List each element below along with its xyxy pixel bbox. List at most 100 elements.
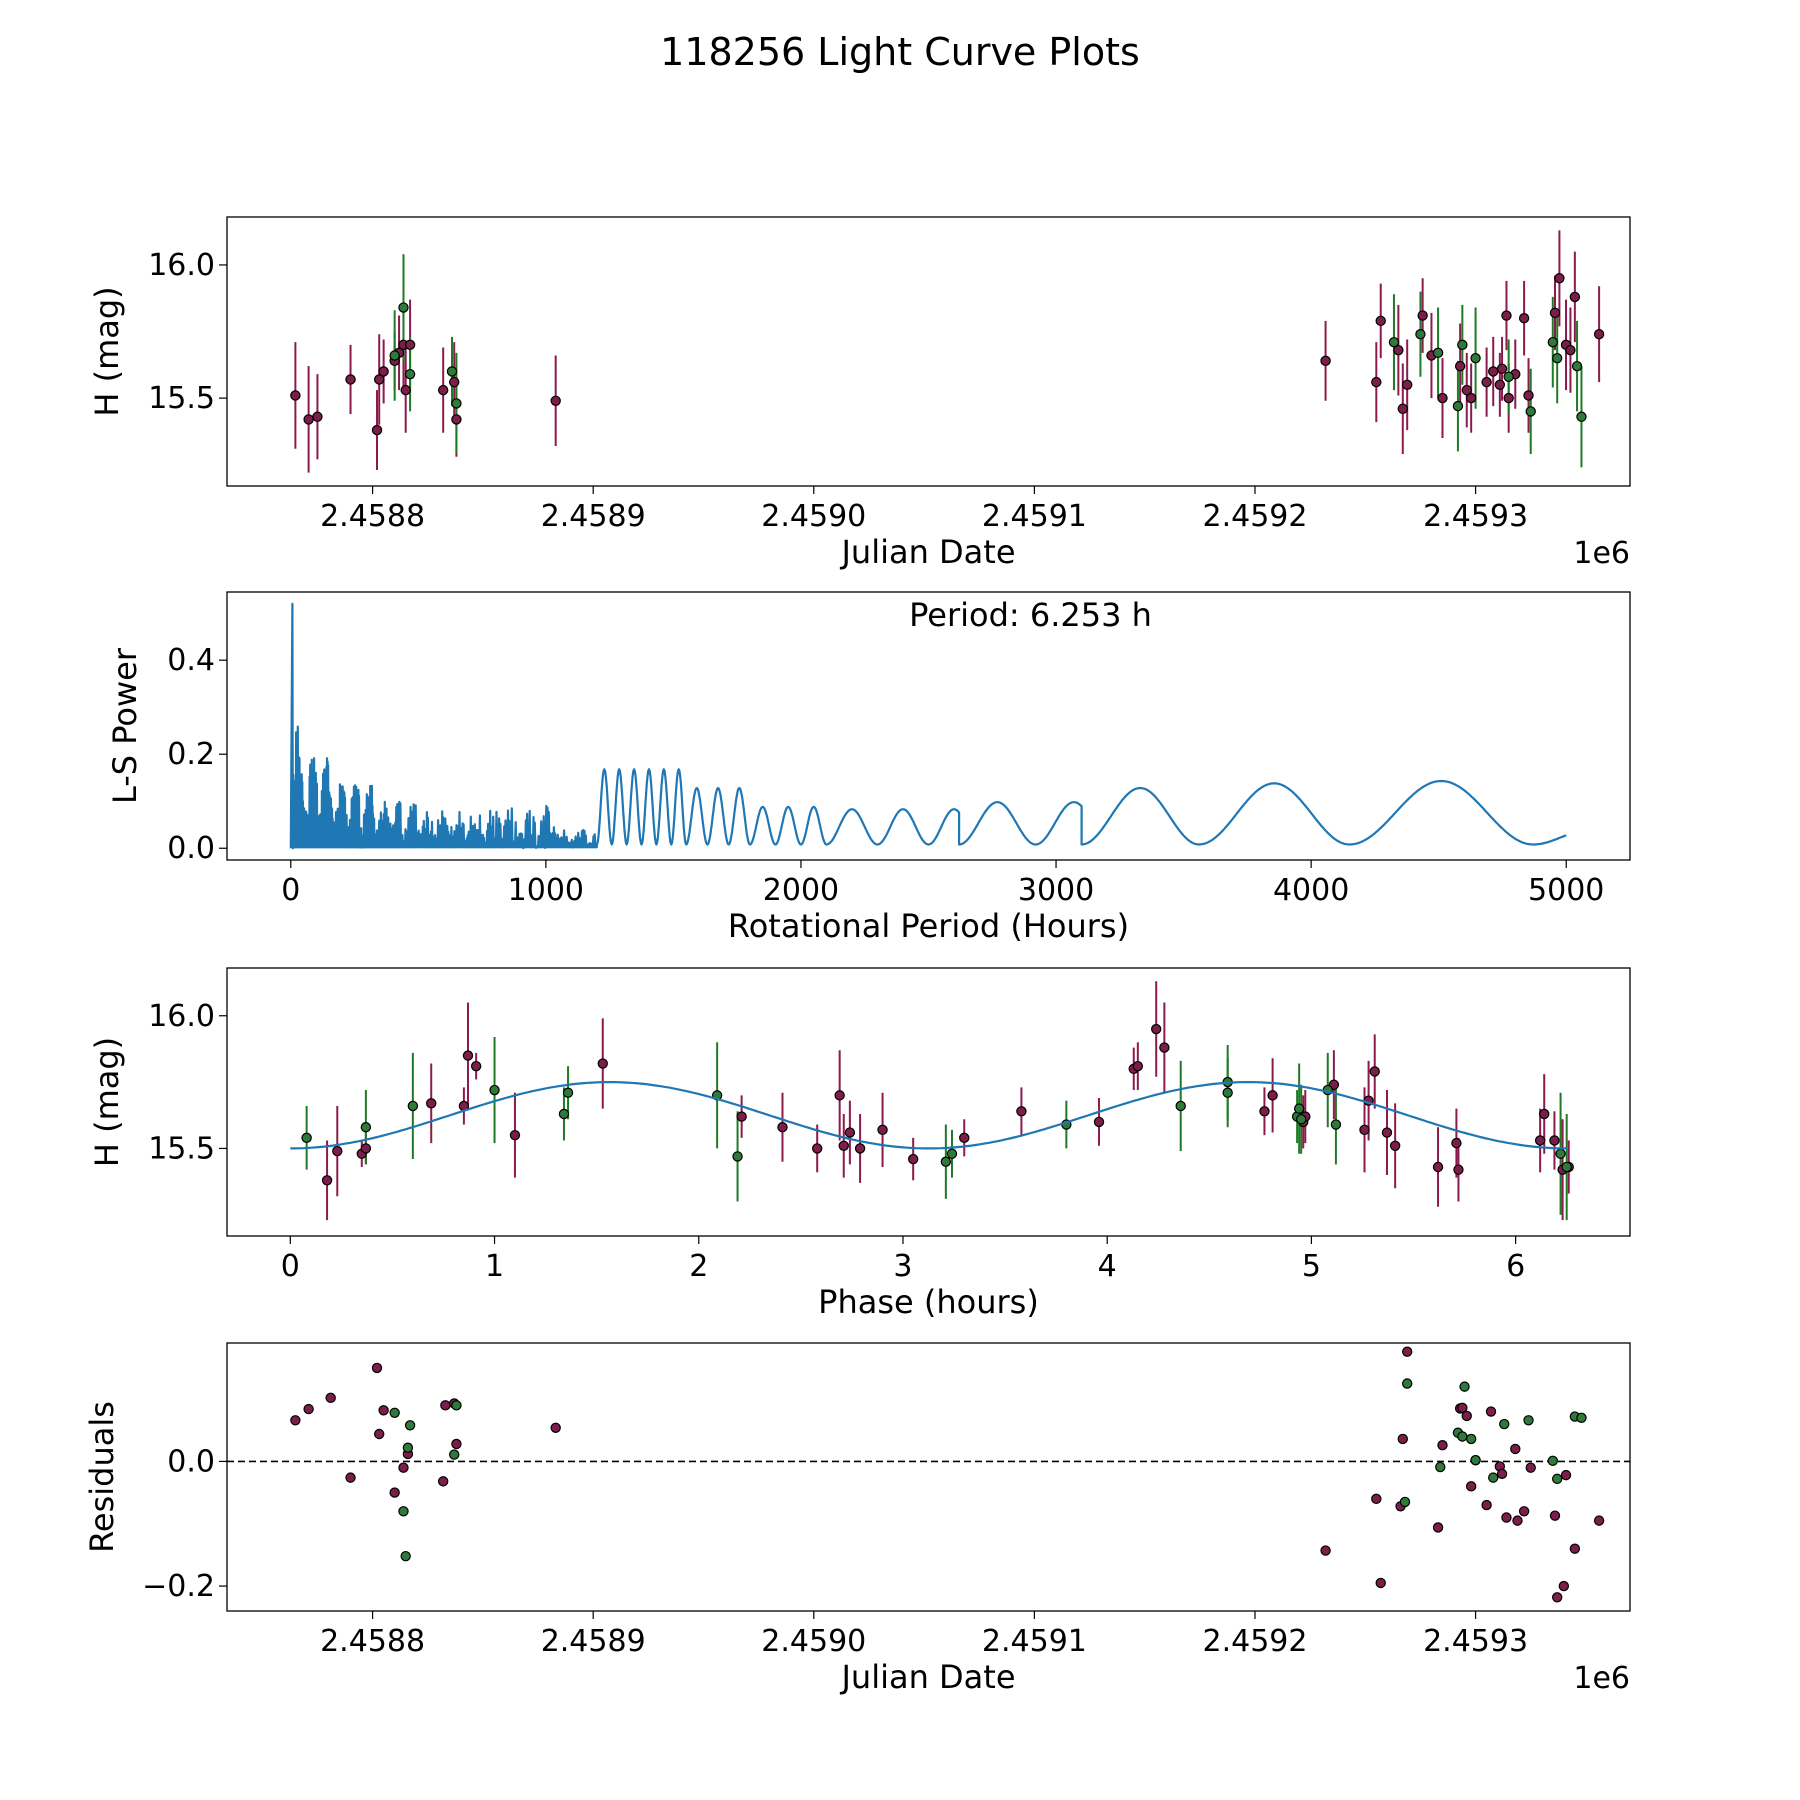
x-tick-label: 1	[485, 1249, 504, 1284]
x-tick-label: 2.4593	[1423, 1624, 1528, 1659]
red-data-point	[1494, 379, 1506, 390]
x-tick-label: 3000	[1018, 873, 1094, 908]
x-tick-label: 2.4592	[1202, 1624, 1307, 1659]
y-tick-label: 15.5	[148, 1131, 215, 1166]
green-data-point	[446, 366, 458, 377]
red-data-point	[1465, 392, 1477, 404]
red-data-point	[834, 1090, 845, 1101]
green-data-point	[1547, 336, 1558, 348]
red-data-point	[1554, 273, 1565, 284]
red-data-point	[426, 1098, 437, 1109]
x-tick-label: 5000	[1528, 873, 1604, 908]
green-data-point	[404, 368, 416, 380]
red-data-point	[1401, 1346, 1413, 1357]
green-data-point	[402, 1442, 414, 1453]
green-data-point	[1555, 1148, 1566, 1159]
red-data-point	[1159, 1042, 1170, 1053]
red-data-point	[374, 1428, 385, 1440]
y-axis-label: L-S Power	[106, 647, 144, 804]
red-data-point	[371, 424, 383, 436]
x-axis-label: Julian Date	[839, 1658, 1015, 1696]
red-data-point	[1359, 1124, 1370, 1136]
red-data-point	[1451, 1137, 1462, 1149]
plot-frame	[226, 591, 1631, 861]
red-data-point	[451, 1438, 462, 1450]
red-data-point	[1437, 1440, 1448, 1451]
periodogram-line	[289, 602, 1568, 850]
green-data-point	[946, 1148, 958, 1159]
red-data-point	[437, 384, 449, 396]
green-data-point	[404, 1420, 416, 1431]
green-data-point	[1571, 360, 1583, 372]
fit-curve	[290, 1081, 1568, 1150]
green-data-point	[398, 1506, 409, 1517]
red-data-point	[1461, 1410, 1472, 1422]
x-tick-label: 2.4593	[1423, 499, 1528, 534]
red-data-point	[1375, 315, 1386, 327]
green-data-point	[400, 1550, 411, 1562]
red-data-point	[371, 1362, 383, 1374]
red-data-point	[303, 414, 314, 425]
red-data-point	[345, 1472, 356, 1483]
red-data-point	[1560, 1469, 1572, 1481]
red-data-point	[1593, 328, 1605, 340]
green-data-point	[1525, 406, 1536, 417]
green-data-point	[1452, 400, 1464, 412]
green-data-point	[451, 398, 462, 409]
x-offset-label: 1e6	[1573, 1661, 1630, 1696]
green-data-point	[1401, 1378, 1413, 1389]
red-data-point	[1132, 1060, 1144, 1072]
y-axis-label: Residuals	[83, 1401, 121, 1553]
green-data-point	[489, 1084, 500, 1096]
red-data-point	[877, 1124, 888, 1136]
x-tick-label: 2.4591	[982, 499, 1087, 534]
red-data-point	[449, 376, 460, 388]
red-data-point	[550, 395, 561, 406]
green-data-point	[1415, 328, 1426, 340]
green-data-point	[1222, 1087, 1233, 1098]
red-data-point	[1552, 1592, 1563, 1603]
red-data-point	[811, 1143, 823, 1154]
red-data-point	[332, 1145, 343, 1157]
green-data-point	[1576, 1412, 1587, 1423]
green-data-point	[1470, 352, 1481, 364]
red-data-point	[1549, 1135, 1560, 1146]
red-data-point	[1481, 1499, 1492, 1511]
x-tick-label: 0	[281, 1249, 300, 1284]
red-data-point	[1397, 1433, 1408, 1445]
red-data-point	[1267, 1090, 1278, 1101]
red-data-point	[1569, 1543, 1581, 1554]
red-data-point	[1496, 363, 1508, 375]
green-data-point	[407, 1100, 419, 1112]
green-data-point	[1432, 347, 1444, 359]
y-axis-label: H (mag)	[88, 286, 126, 416]
red-data-point	[1569, 291, 1581, 303]
red-data-point	[374, 374, 385, 385]
x-tick-label: 2.4591	[982, 1624, 1087, 1659]
green-data-point	[1457, 339, 1468, 351]
green-data-point	[1561, 1161, 1572, 1173]
x-axis-label: Phase (hours)	[818, 1283, 1039, 1321]
x-tick-label: 4000	[1273, 873, 1349, 908]
red-data-point	[321, 1175, 333, 1186]
green-data-point	[1576, 411, 1587, 422]
red-data-point	[1320, 355, 1331, 367]
x-tick-label: 2.4589	[541, 1624, 646, 1659]
red-data-point	[1454, 360, 1466, 372]
x-tick-label: 2.4588	[320, 1624, 425, 1659]
green-data-point	[1547, 1455, 1558, 1466]
red-data-point	[777, 1122, 788, 1133]
green-data-point	[1388, 336, 1400, 348]
red-data-point	[1371, 376, 1382, 388]
green-data-point	[1296, 1114, 1307, 1125]
green-data-point	[1175, 1100, 1186, 1112]
red-data-point	[1393, 344, 1404, 356]
red-data-point	[389, 1487, 400, 1498]
red-data-point	[1512, 1515, 1523, 1526]
green-data-point	[389, 350, 400, 361]
green-data-point	[558, 1108, 570, 1120]
red-data-point	[907, 1153, 919, 1165]
red-data-point	[844, 1127, 856, 1138]
